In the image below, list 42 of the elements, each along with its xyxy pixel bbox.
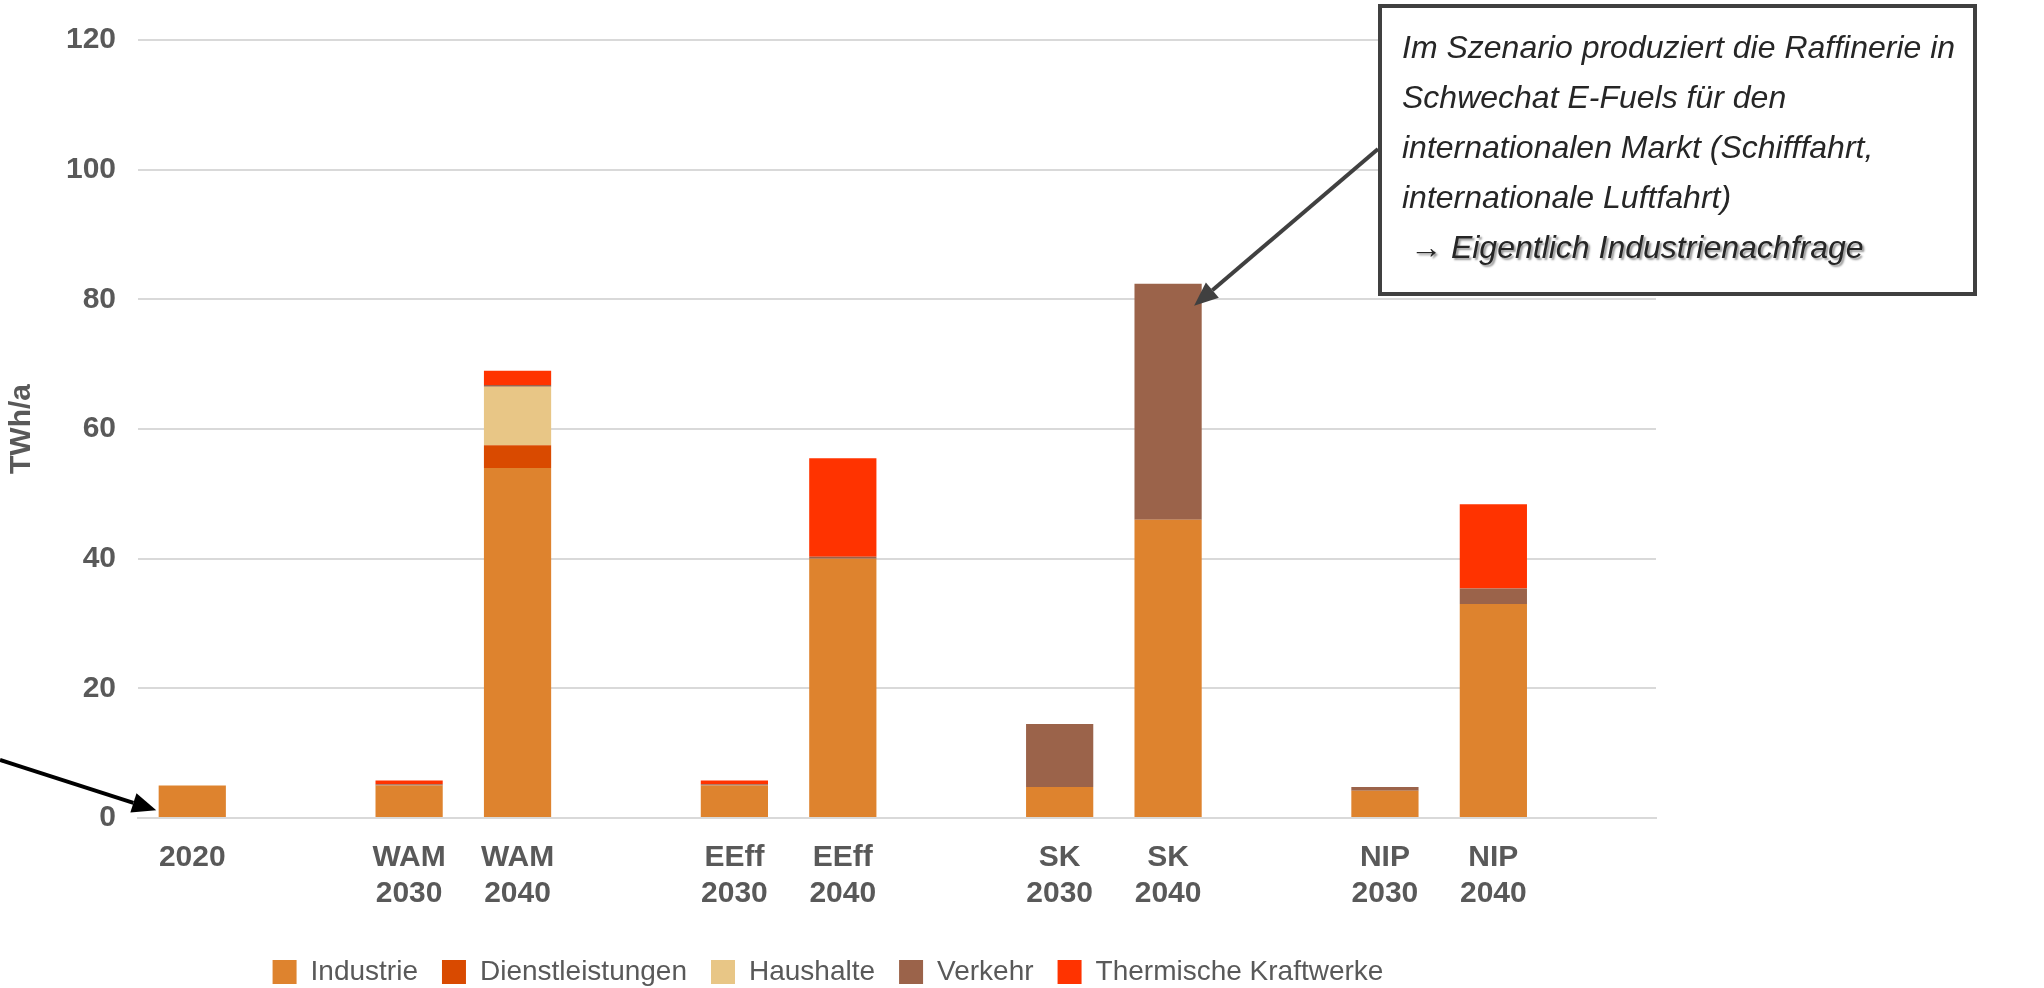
bar [1134, 519, 1202, 817]
bar [809, 558, 877, 817]
y-tick-label: 0 [99, 799, 117, 833]
bar [1026, 786, 1094, 817]
bar [700, 780, 768, 785]
x-tick-label: SK 2040 [1134, 839, 1202, 909]
y-tick-label: 20 [82, 669, 117, 703]
bar [1351, 786, 1419, 791]
bar [375, 780, 443, 785]
legend-label: Verkehr [937, 954, 1034, 986]
x-tick-label: WAM 2040 [480, 839, 555, 909]
x-tick-label: EEff 2040 [809, 839, 877, 909]
bar [1134, 283, 1202, 520]
bar [1351, 790, 1419, 817]
legend-label: Dienstleistungen [479, 954, 687, 986]
x-tick-label: 2020 [158, 839, 226, 873]
bar [483, 467, 552, 817]
bar [483, 445, 552, 468]
bar [1459, 504, 1527, 589]
bar [1459, 588, 1527, 605]
annotation: Im Szenario produziert die Raffinerie in Schwechat E-Fuels für den internationalen Markt (Schifffahrt, internationale Luftfahrt) → Eigentlich Industrienachfrage [1402, 28, 1956, 267]
bar [1026, 723, 1094, 787]
bar [483, 370, 552, 385]
bar [483, 386, 552, 446]
x-tick-label: NIP 2040 [1459, 839, 1527, 909]
y-axis-title: TWh/a [3, 383, 37, 474]
bar [700, 785, 768, 817]
bar [1459, 604, 1527, 817]
x-tick-label: SK 2030 [1026, 839, 1094, 909]
bar [809, 458, 877, 557]
x-tick-label: NIP 2030 [1351, 839, 1419, 909]
legend-label: Industrie [310, 954, 418, 986]
x-tick-label: EEff 2030 [701, 839, 768, 909]
legend-label: Haushalte [748, 954, 876, 986]
y-tick-label: 120 [65, 21, 117, 55]
y-tick-label: 80 [82, 280, 117, 314]
y-tick-label: 40 [82, 539, 117, 573]
y-tick-label: 60 [82, 410, 117, 444]
y-tick-label: 100 [65, 150, 117, 184]
legend-label: Thermische Kraftwerke [1095, 954, 1384, 986]
bar [375, 785, 443, 817]
x-tick-label: WAM 2030 [372, 839, 446, 909]
